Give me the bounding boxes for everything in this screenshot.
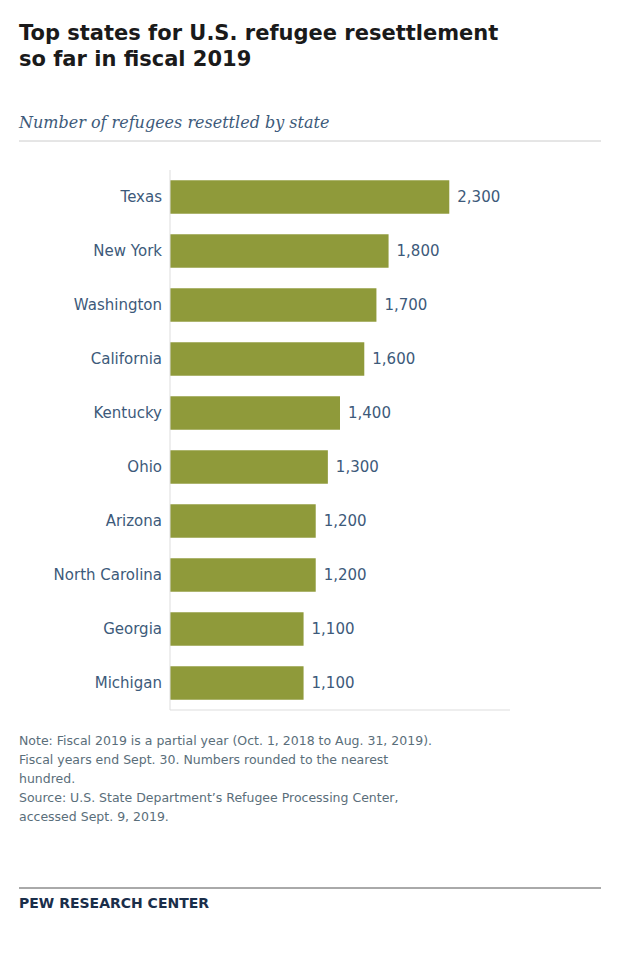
data-label: 1,400 [348,404,391,422]
note: Source: U.S. State Department’s Refugee … [19,790,398,805]
y-tick-label: Georgia [103,620,162,638]
bar [170,342,364,375]
bar [170,234,389,267]
bar [170,666,304,699]
y-tick-label: California [91,350,162,368]
labels: 2,300 1,800 1,700 1,600 1,400 1,300 1,200 1,200… [54,188,501,692]
x-axis-line [170,710,510,711]
title-line: Top states for U.S. refugee resettlement [19,21,498,45]
bar [170,288,376,321]
footer: PEW RESEARCH CENTER [19,895,209,911]
data-label: 1,300 [336,458,379,476]
data-label: 1,100 [312,674,355,692]
y-tick-label: North Carolina [54,566,162,584]
note: hundred. [19,771,75,786]
y-tick-label: Washington [74,296,162,314]
note: accessed Sept. 9, 2019. [19,809,169,824]
chart: Top states for U.S. refugee resettlement… [0,0,620,953]
data-label: 1,200 [324,566,367,584]
data-label: 1,100 [312,620,355,638]
data-label: 1,700 [384,296,427,314]
data-label: 1,600 [372,350,415,368]
bar [170,558,316,591]
title: Top states for U.S. refugee resettlement… [19,21,498,71]
footer-rule [19,888,601,889]
y-tick-label: Michigan [95,674,162,692]
y-tick-label: Kentucky [94,404,163,422]
bar [170,450,328,483]
note: Note: Fiscal 2019 is a partial year (Oct… [19,733,432,748]
y-tick-label: Texas [120,188,163,206]
data-label: 1,200 [324,512,367,530]
bar [170,612,304,645]
title-line: so far in fiscal 2019 [19,47,251,71]
y-axis-line [170,170,171,710]
note: Fiscal years end Sept. 30. Numbers round… [19,752,388,767]
y-tick-label: Ohio [127,458,162,476]
y-tick-label: New York [93,242,162,260]
bar [170,396,340,429]
subtitle: Number of refugees resettled by state [18,113,329,132]
bar [170,180,449,213]
bar [170,504,316,537]
data-label: 1,800 [397,242,440,260]
bars [170,180,449,699]
y-tick-label: Arizona [106,512,162,530]
divider [19,141,601,142]
data-label: 2,300 [457,188,500,206]
